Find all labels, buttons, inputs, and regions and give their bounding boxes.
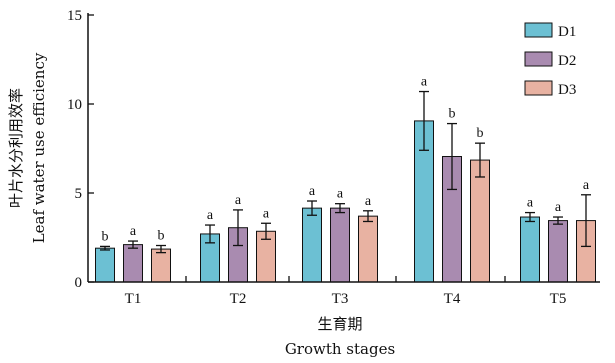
x-tick-label-T2: T2 xyxy=(230,291,247,307)
x-tick-label-T3: T3 xyxy=(332,291,349,307)
significance-label-D3-T4: b xyxy=(477,126,484,141)
significance-label-D3-T5: a xyxy=(583,178,590,193)
legend-label-D2: D2 xyxy=(558,53,576,69)
legend-swatch-D2 xyxy=(524,51,553,67)
significance-label-D2-T2: a xyxy=(235,193,242,208)
chart-marks: b a a a a a a a b a b a a b a xyxy=(95,75,596,283)
y-axis-title-chinese: 叶片水分利用效率 xyxy=(7,88,25,208)
significance-label-D1-T3: a xyxy=(309,184,316,199)
bar-D1-T1 xyxy=(95,247,115,283)
y-tick-label-15: 15 xyxy=(67,8,82,24)
bar-D3-T3 xyxy=(358,215,378,283)
chart-axes: 0 5 10 15 T1 T2 T3 T4 T5 xyxy=(67,8,600,307)
significance-label-D1-T1: b xyxy=(102,229,109,244)
significance-label-D1-T4: a xyxy=(421,75,428,90)
legend-swatch-D1 xyxy=(524,22,553,38)
significance-label-D1-T5: a xyxy=(527,196,534,211)
significance-label-D1-T2: a xyxy=(207,208,214,223)
significance-label-D2-T1: a xyxy=(130,224,137,239)
bar-D3-T4 xyxy=(470,159,490,283)
bar-D2-T1 xyxy=(123,244,143,283)
bar-D2-T5 xyxy=(548,220,568,283)
legend-swatch-D3 xyxy=(524,80,553,96)
y-tick-label-0: 0 xyxy=(75,275,83,291)
legend: D1 D2 D3 xyxy=(524,22,576,98)
significance-label-D3-T3: a xyxy=(365,194,372,209)
bar-D1-T3 xyxy=(302,207,322,283)
x-tick-label-T4: T4 xyxy=(444,291,461,307)
x-tick-label-T5: T5 xyxy=(550,291,567,307)
bar-D1-T5 xyxy=(520,216,540,283)
x-tick-label-T1: T1 xyxy=(125,291,142,307)
y-tick-label-10: 10 xyxy=(67,97,82,113)
significance-label-D3-T2: a xyxy=(263,206,270,221)
legend-label-D3: D3 xyxy=(558,82,576,98)
significance-label-D2-T3: a xyxy=(337,187,344,202)
significance-label-D2-T4: b xyxy=(449,107,456,122)
y-tick-label-5: 5 xyxy=(75,186,83,202)
bar-D3-T1 xyxy=(151,248,171,283)
legend-label-D1: D1 xyxy=(558,24,576,40)
significance-label-D3-T1: b xyxy=(158,229,165,244)
y-axis-title-english: Leaf water use efficiency xyxy=(30,52,48,243)
significance-label-D2-T5: a xyxy=(555,200,562,215)
x-axis-title-english: Growth stages xyxy=(285,340,395,358)
x-axis-title-chinese: 生育期 xyxy=(317,315,362,333)
bar-D2-T3 xyxy=(330,207,350,283)
